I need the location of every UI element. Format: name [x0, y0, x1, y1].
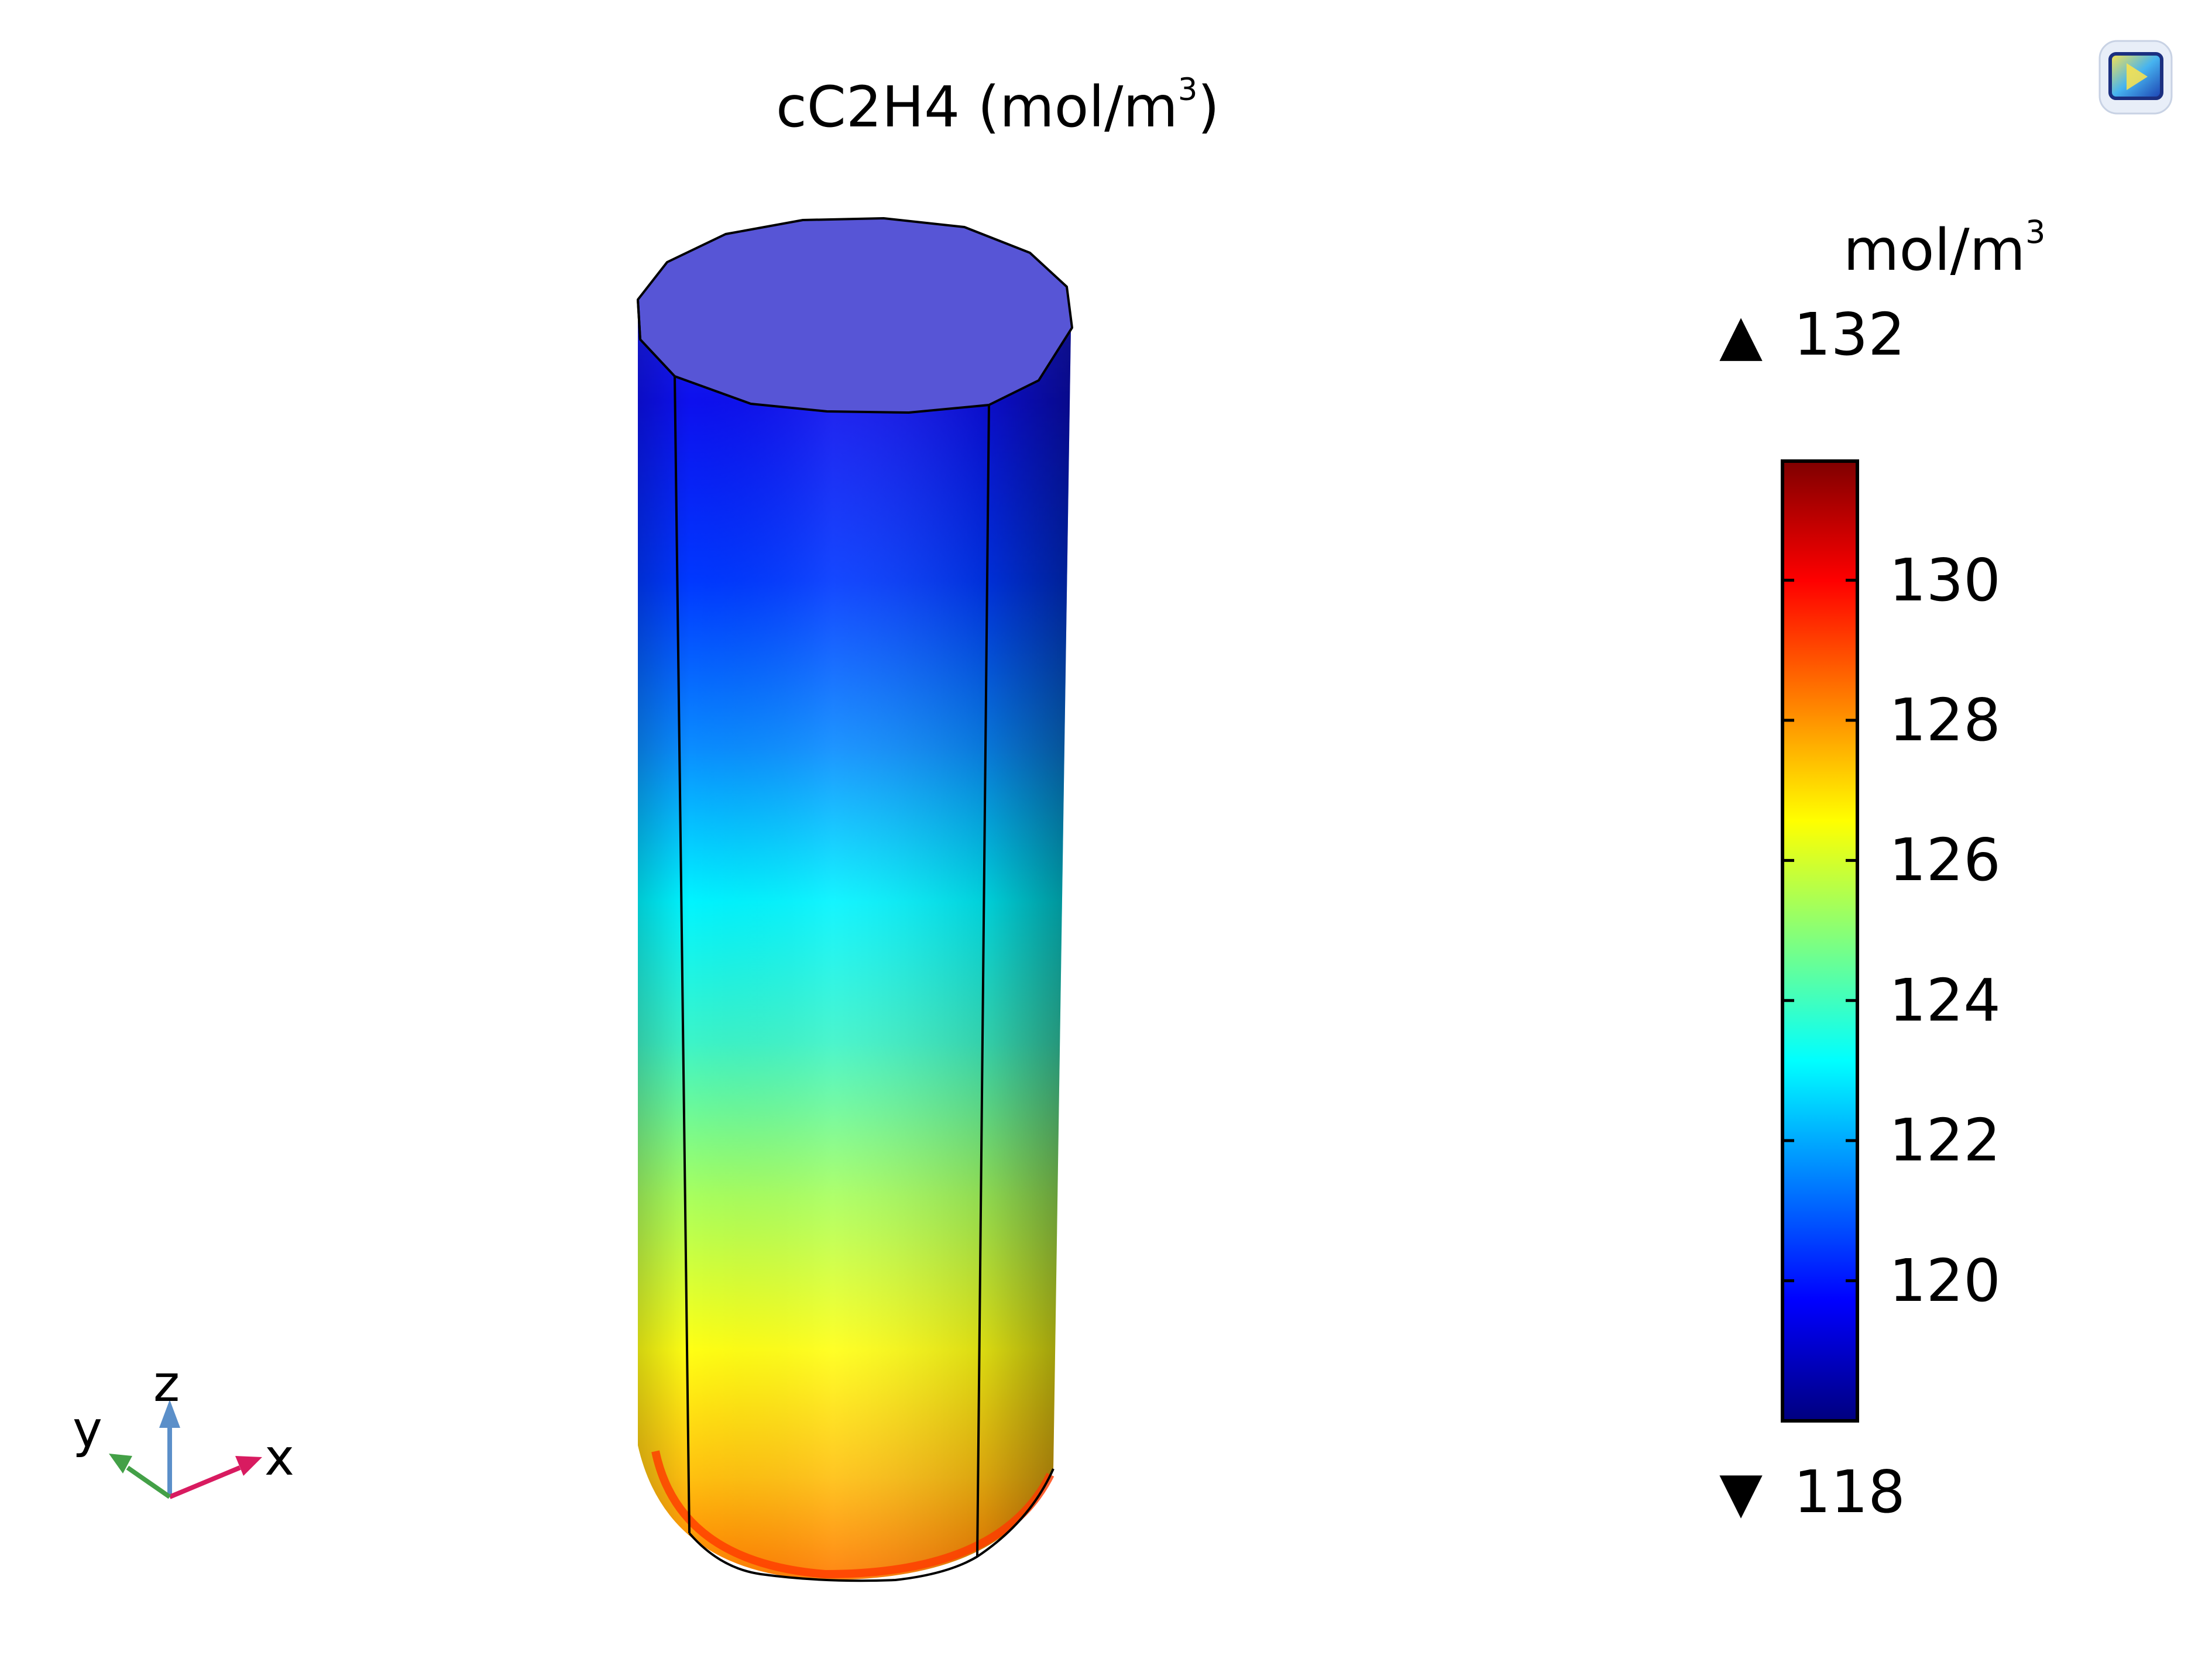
colorbar-tick-label: 126 [1889, 826, 2001, 895]
colorbar-tick-label: 122 [1889, 1106, 2001, 1175]
axes-triad [109, 1400, 262, 1499]
colorbar-tick-label: 128 [1889, 685, 2001, 754]
z-axis-label: z [153, 1355, 180, 1413]
z-axis-arrowhead [159, 1400, 180, 1428]
colorbar-gradient [1781, 459, 1859, 1423]
min-arrow-icon: ▼ [1719, 1459, 1763, 1525]
colorbar-tick-label: 120 [1889, 1246, 2001, 1315]
colorbar-min-label: 118 [1794, 1458, 1905, 1526]
cylinder-body [638, 300, 1071, 1580]
colorbar-tick-label: 124 [1889, 966, 2001, 1035]
max-arrow-icon: ▲ [1719, 302, 1763, 367]
y-axis-label: y [73, 1400, 102, 1459]
x-axis-arrow [169, 1465, 241, 1499]
colorbar-min: ▼ 118 [1712, 1463, 1905, 1521]
y-axis-arrow [126, 1465, 171, 1499]
colorbar-unit: mol/m3 [1843, 214, 2046, 284]
plot-title: cC2H4 (mol/m3) [776, 72, 1220, 140]
x-axis-label: x [265, 1428, 294, 1487]
colorbar-max: ▲ 132 [1712, 305, 1905, 364]
colorbar [1781, 459, 1859, 1423]
colorbar-tick-label: 130 [1889, 545, 2001, 614]
cylinder-top-face [637, 217, 1073, 414]
colorbar-max-label: 132 [1794, 300, 1905, 369]
colorbar-ticks [1782, 579, 1857, 1283]
graphics-window-icon[interactable] [2096, 36, 2175, 118]
cylinder-edges [637, 299, 1055, 1582]
y-axis-arrowhead [109, 1454, 132, 1473]
x-axis-arrowhead [235, 1456, 262, 1476]
